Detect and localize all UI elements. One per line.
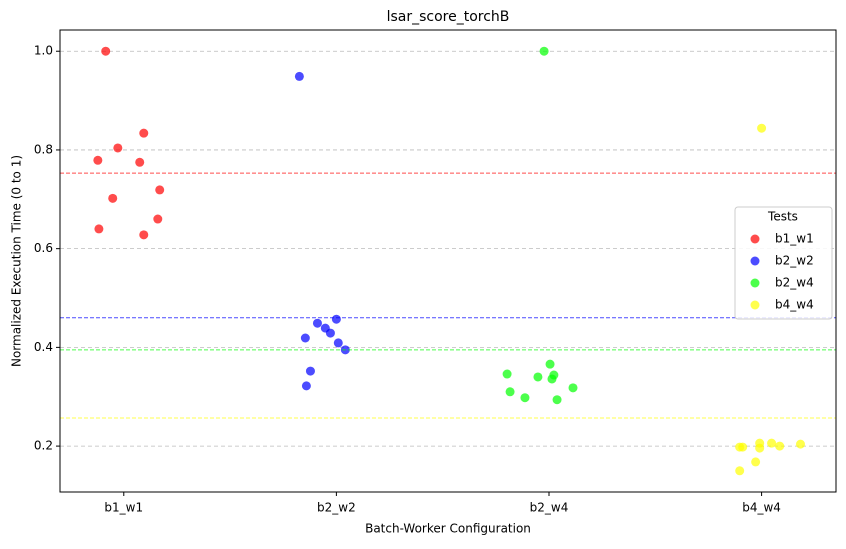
x-tick-label: b2_w4 [530, 501, 569, 515]
point [325, 328, 335, 338]
legend-marker [750, 300, 760, 310]
legend-marker [750, 256, 760, 266]
point [113, 143, 123, 153]
x-tick-label: b2_w2 [317, 501, 356, 515]
chart-title: lsar_score_torchB [387, 9, 510, 25]
point [735, 466, 745, 476]
point [755, 443, 765, 453]
point [738, 442, 748, 452]
point [312, 318, 322, 328]
point [108, 193, 118, 203]
point [552, 395, 562, 405]
y-tick-label: 1.0 [34, 44, 53, 58]
point [757, 123, 767, 133]
point [751, 457, 761, 467]
point [505, 387, 515, 397]
point [301, 381, 311, 391]
point [93, 155, 103, 165]
y-tick-label: 0.4 [34, 340, 53, 354]
x-tick-label: b1_w1 [104, 501, 143, 515]
point [333, 338, 343, 348]
legend-label: b4_w4 [775, 298, 814, 312]
point [547, 374, 557, 384]
point [139, 128, 149, 138]
y-tick-label: 0.8 [34, 142, 53, 156]
legend-label: b2_w4 [775, 276, 814, 290]
point [533, 372, 543, 382]
y-tick-label: 0.6 [34, 241, 53, 255]
y-axis-label: Normalized Execution Time (0 to 1) [10, 155, 24, 367]
legend-box [734, 206, 833, 320]
point [545, 359, 555, 369]
point [767, 438, 777, 448]
legend-title: Tests [767, 210, 798, 224]
point [539, 46, 549, 56]
point [775, 441, 785, 451]
y-tick-label: 0.2 [34, 439, 53, 453]
point [153, 214, 163, 224]
legend-label: b1_w1 [775, 232, 814, 246]
point [568, 383, 578, 393]
point [155, 185, 165, 195]
point [135, 157, 145, 167]
point [300, 333, 310, 343]
x-axis-label: Batch-Worker Configuration [365, 522, 531, 536]
point [795, 439, 805, 449]
legend-marker [750, 234, 760, 244]
point [305, 366, 315, 376]
point [139, 230, 149, 240]
point [331, 314, 341, 324]
legend-label: b2_w2 [775, 254, 814, 268]
point [502, 369, 512, 379]
point [101, 46, 111, 56]
point [520, 393, 530, 403]
plot-frame [59, 29, 837, 493]
point [294, 71, 304, 81]
point [94, 224, 104, 234]
legend-marker [750, 278, 760, 288]
x-tick-label: b4_w4 [742, 501, 781, 515]
